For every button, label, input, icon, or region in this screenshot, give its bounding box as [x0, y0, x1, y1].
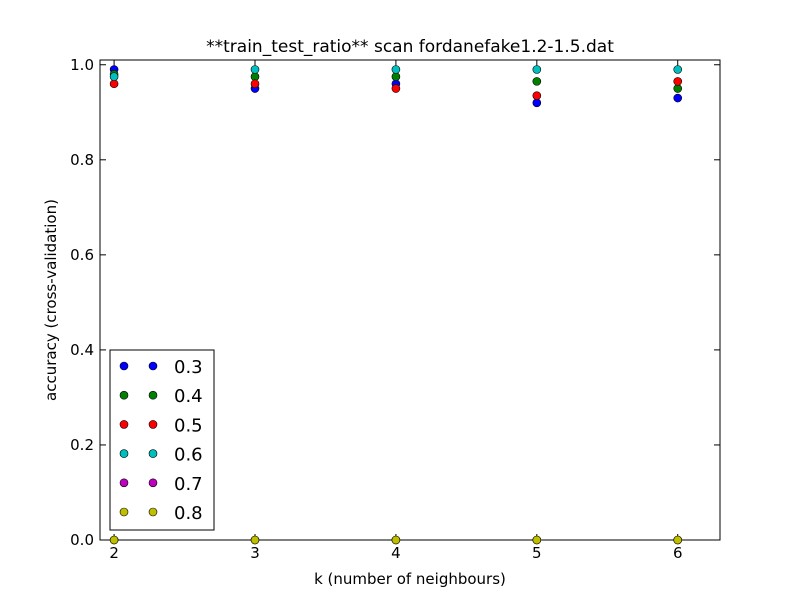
data-point-0.4 [532, 77, 542, 86]
legend-marker [119, 478, 129, 488]
legend: 0.3 0.4 0.5 0.6 0.7 0.8 [109, 349, 215, 531]
y-tick-label: 0.6 [70, 246, 94, 264]
data-point-0.8 [391, 535, 401, 545]
plot-area [99, 59, 721, 541]
x-tick-label: 2 [109, 544, 119, 562]
axis-ticks: 2 3 4 5 6 0.0 0.2 0.4 0.6 0.8 1.0 [70, 56, 720, 562]
x-tick-label: 5 [532, 544, 542, 562]
legend-marker [119, 420, 129, 429]
legend-label: 0.7 [174, 474, 203, 495]
legend-label: 0.4 [174, 386, 203, 407]
legend-marker [148, 420, 158, 429]
legend-marker [148, 449, 158, 458]
data-point-0.3 [532, 98, 542, 108]
legend-marker [148, 361, 158, 371]
data-point-0.4 [250, 72, 260, 81]
x-tick-label: 4 [391, 544, 401, 562]
legend-label: 0.6 [174, 445, 203, 466]
data-points [109, 65, 683, 545]
data-point-0.5 [532, 91, 542, 100]
legend-marker [148, 390, 158, 400]
y-axis-label: accuracy (cross-validation) [42, 199, 60, 401]
data-point-0.5 [673, 77, 683, 86]
legend-marker [119, 361, 129, 371]
data-point-0.8 [532, 535, 542, 545]
data-point-0.5 [391, 84, 401, 93]
data-point-0.8 [109, 535, 119, 545]
legend-label: 0.3 [174, 357, 203, 378]
chart-title: **train_test_ratio** scan fordanefake1.2… [206, 37, 614, 57]
legend-marker [119, 507, 129, 517]
x-axis-label: k (number of neighbours) [314, 570, 506, 588]
data-point-0.4 [391, 72, 401, 81]
legend-label: 0.5 [174, 415, 203, 436]
data-point-0.5 [109, 79, 119, 89]
legend-label: 0.8 [174, 503, 203, 524]
legend-box [109, 349, 215, 531]
y-tick-label: 1.0 [70, 56, 94, 74]
y-tick-label: 0.4 [70, 341, 94, 359]
legend-marker [119, 449, 129, 458]
data-point-0.5 [250, 79, 260, 89]
legend-marker [148, 478, 158, 488]
x-tick-label: 6 [673, 544, 683, 562]
data-point-0.6 [673, 65, 683, 74]
y-tick-label: 0.8 [70, 151, 94, 169]
data-point-0.8 [673, 535, 683, 545]
legend-marker [119, 390, 129, 400]
data-point-0.8 [250, 535, 260, 545]
data-point-0.6 [109, 72, 119, 81]
data-point-0.6 [391, 65, 401, 74]
y-tick-label: 0.2 [70, 436, 94, 454]
data-point-0.3 [673, 93, 683, 103]
data-point-0.6 [250, 65, 260, 74]
legend-marker [148, 507, 158, 517]
x-tick-label: 3 [250, 544, 260, 562]
data-point-0.6 [532, 65, 542, 74]
data-point-0.4 [673, 84, 683, 93]
y-tick-label: 0.0 [70, 531, 94, 549]
